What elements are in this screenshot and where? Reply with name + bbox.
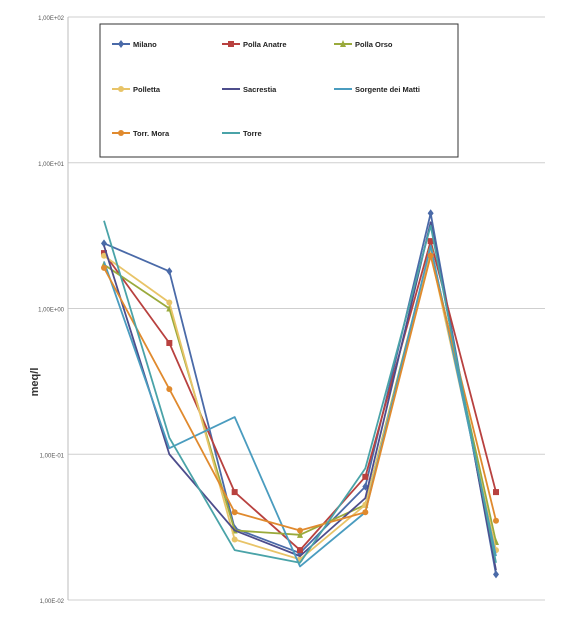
y-tick-label: 1,00E+00 — [38, 308, 65, 314]
legend-entry: Torre — [222, 129, 262, 138]
series-torre — [103, 220, 497, 564]
legend-entry: Polletta — [112, 85, 161, 94]
data-point-marker — [118, 40, 124, 48]
data-point-marker — [166, 299, 173, 306]
legend-entry: Torr. Mora — [112, 129, 170, 138]
data-point-marker — [362, 473, 369, 480]
legend-label: Milano — [133, 40, 157, 49]
legend-label: Polletta — [133, 85, 161, 94]
series-line — [103, 221, 497, 571]
legend-entry: Sacrestia — [222, 85, 277, 94]
data-point-marker — [101, 264, 107, 271]
gridlines — [67, 16, 545, 601]
y-tick-labels: 1,00E-02 1,00E-01 1,00E+00 1,00E+01 1,00E+02 — [38, 16, 65, 605]
series-line — [103, 220, 497, 564]
legend-entry: Polla Orso — [334, 40, 393, 49]
legend-label: Torre — [243, 129, 262, 138]
data-point-marker — [340, 40, 346, 47]
data-point-marker — [118, 130, 124, 136]
data-point-marker — [166, 339, 173, 346]
series-sacrestia — [103, 221, 497, 571]
data-point-marker — [231, 509, 238, 516]
data-point-marker — [228, 41, 234, 47]
data-point-marker — [101, 239, 107, 248]
data-point-marker — [297, 527, 303, 534]
y-tick-label: 1,00E-02 — [40, 599, 65, 605]
legend-entry: Polla Anatre — [222, 40, 286, 49]
legend-box — [99, 23, 459, 158]
legend-label: Sorgente dei Matti — [355, 85, 420, 94]
data-point-marker — [427, 238, 434, 245]
y-tick-label: 1,00E+02 — [38, 16, 65, 22]
series-torr-mora — [101, 252, 499, 534]
data-point-marker — [297, 530, 303, 538]
legend-label: Torr. Mora — [133, 129, 170, 138]
data-point-marker — [493, 517, 499, 524]
series-lines — [101, 209, 499, 579]
data-point-marker — [166, 267, 173, 276]
legend-label: Polla Anatre — [243, 40, 286, 49]
legend-entry: Milano — [112, 40, 157, 49]
data-point-marker — [362, 509, 369, 516]
series-sorgente-dei-matti — [103, 244, 497, 568]
data-point-marker — [427, 209, 434, 218]
data-point-marker — [493, 570, 499, 579]
data-point-marker — [166, 386, 173, 393]
y-tick-label: 1,00E+01 — [38, 162, 65, 168]
legend-label: Sacrestia — [243, 85, 277, 94]
series-line — [103, 244, 497, 568]
data-point-marker — [118, 86, 124, 92]
data-point-marker — [297, 547, 303, 554]
y-axis-label: meq/l — [29, 368, 41, 397]
legend-label: Polla Orso — [355, 40, 393, 49]
y-tick-label: 1,00E-01 — [40, 453, 65, 459]
data-point-marker — [231, 489, 238, 496]
data-point-marker — [101, 252, 107, 259]
legend-entry: Sorgente dei Matti — [334, 85, 420, 94]
data-point-marker — [493, 489, 499, 496]
legend: Milano Polla Anatre Polla Orso Polletta Sacr… — [99, 23, 459, 158]
data-point-marker — [231, 536, 238, 543]
data-point-marker — [427, 252, 434, 259]
